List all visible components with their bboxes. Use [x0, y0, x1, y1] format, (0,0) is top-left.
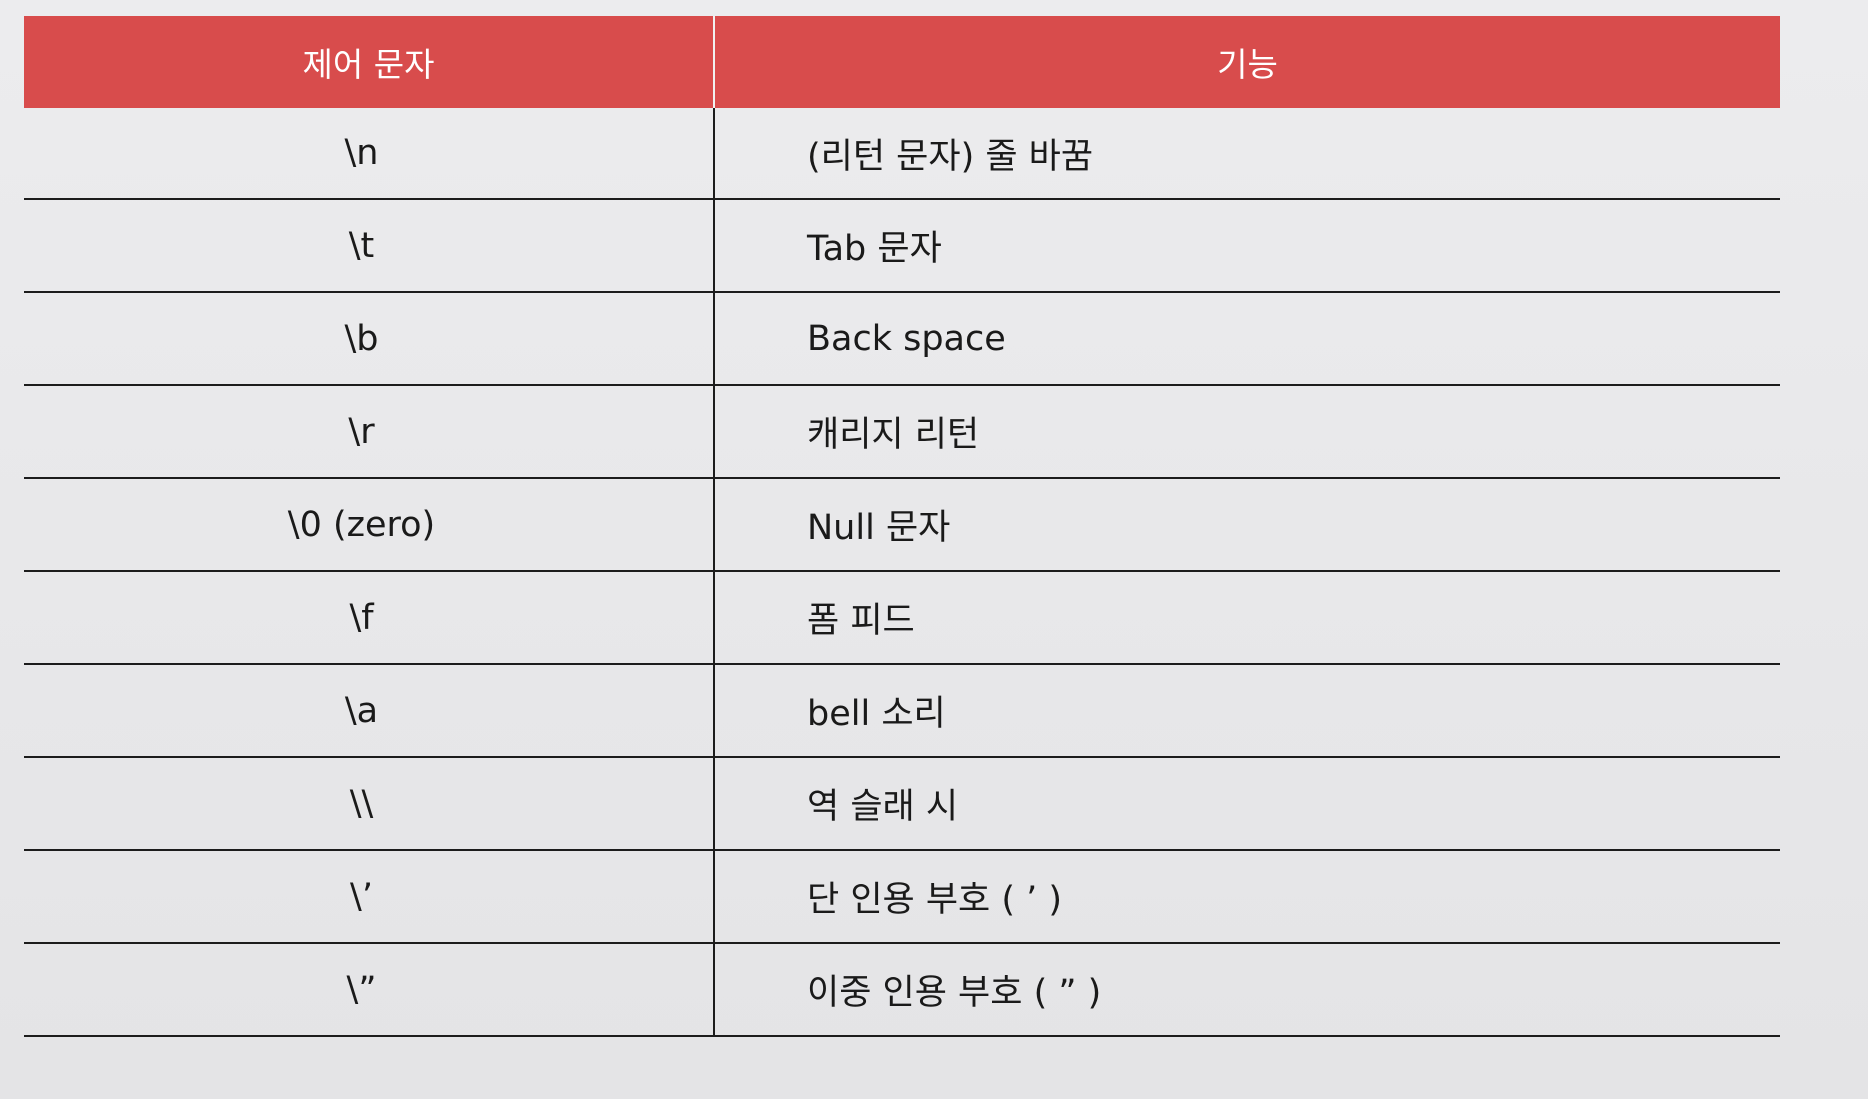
- function-cell: 역 슬래 시: [714, 757, 1780, 851]
- control-character-cell: \’: [24, 850, 715, 944]
- table-row: \t Tab 문자: [24, 199, 1780, 293]
- function-cell: bell 소리: [714, 664, 1780, 758]
- table-row: \\ 역 슬래 시: [24, 757, 1780, 851]
- table-row: \b Back space: [24, 292, 1780, 386]
- function-cell: 캐리지 리턴: [714, 385, 1780, 479]
- table-header: 제어 문자 기능: [24, 16, 1780, 108]
- function-cell: 폼 피드: [714, 571, 1780, 665]
- function-cell: 단 인용 부호 ( ’ ): [714, 850, 1780, 944]
- table-row: \’ 단 인용 부호 ( ’ ): [24, 850, 1780, 944]
- function-cell: Back space: [714, 292, 1780, 386]
- function-cell: 이중 인용 부호 ( ” ): [714, 943, 1780, 1037]
- control-characters-table: 제어 문자 기능 \n (리턴 문자) 줄 바꿈 \t Tab 문자 \b Ba…: [24, 16, 1780, 1037]
- table-row: \” 이중 인용 부호 ( ” ): [24, 943, 1780, 1037]
- control-character-cell: \0 (zero): [24, 478, 715, 572]
- header-control-character: 제어 문자: [24, 16, 715, 108]
- control-character-cell: \\: [24, 757, 715, 851]
- function-cell: Null 문자: [714, 478, 1780, 572]
- control-character-cell: \r: [24, 385, 715, 479]
- control-character-cell: \n: [24, 108, 715, 200]
- control-character-cell: \f: [24, 571, 715, 665]
- control-character-cell: \a: [24, 664, 715, 758]
- function-cell: (리턴 문자) 줄 바꿈: [714, 108, 1780, 200]
- header-row: 제어 문자 기능: [24, 16, 1780, 108]
- function-cell: Tab 문자: [714, 199, 1780, 293]
- table-row: \a bell 소리: [24, 664, 1780, 758]
- table-row: \f 폼 피드: [24, 571, 1780, 665]
- control-character-cell: \”: [24, 943, 715, 1037]
- control-character-cell: \b: [24, 292, 715, 386]
- table-row: \0 (zero) Null 문자: [24, 478, 1780, 572]
- table-row: \r 캐리지 리턴: [24, 385, 1780, 479]
- control-characters-table-container: 제어 문자 기능 \n (리턴 문자) 줄 바꿈 \t Tab 문자 \b Ba…: [24, 16, 1780, 1037]
- table-body: \n (리턴 문자) 줄 바꿈 \t Tab 문자 \b Back space …: [24, 108, 1780, 1037]
- table-row: \n (리턴 문자) 줄 바꿈: [24, 108, 1780, 200]
- header-function: 기능: [714, 16, 1780, 108]
- control-character-cell: \t: [24, 199, 715, 293]
